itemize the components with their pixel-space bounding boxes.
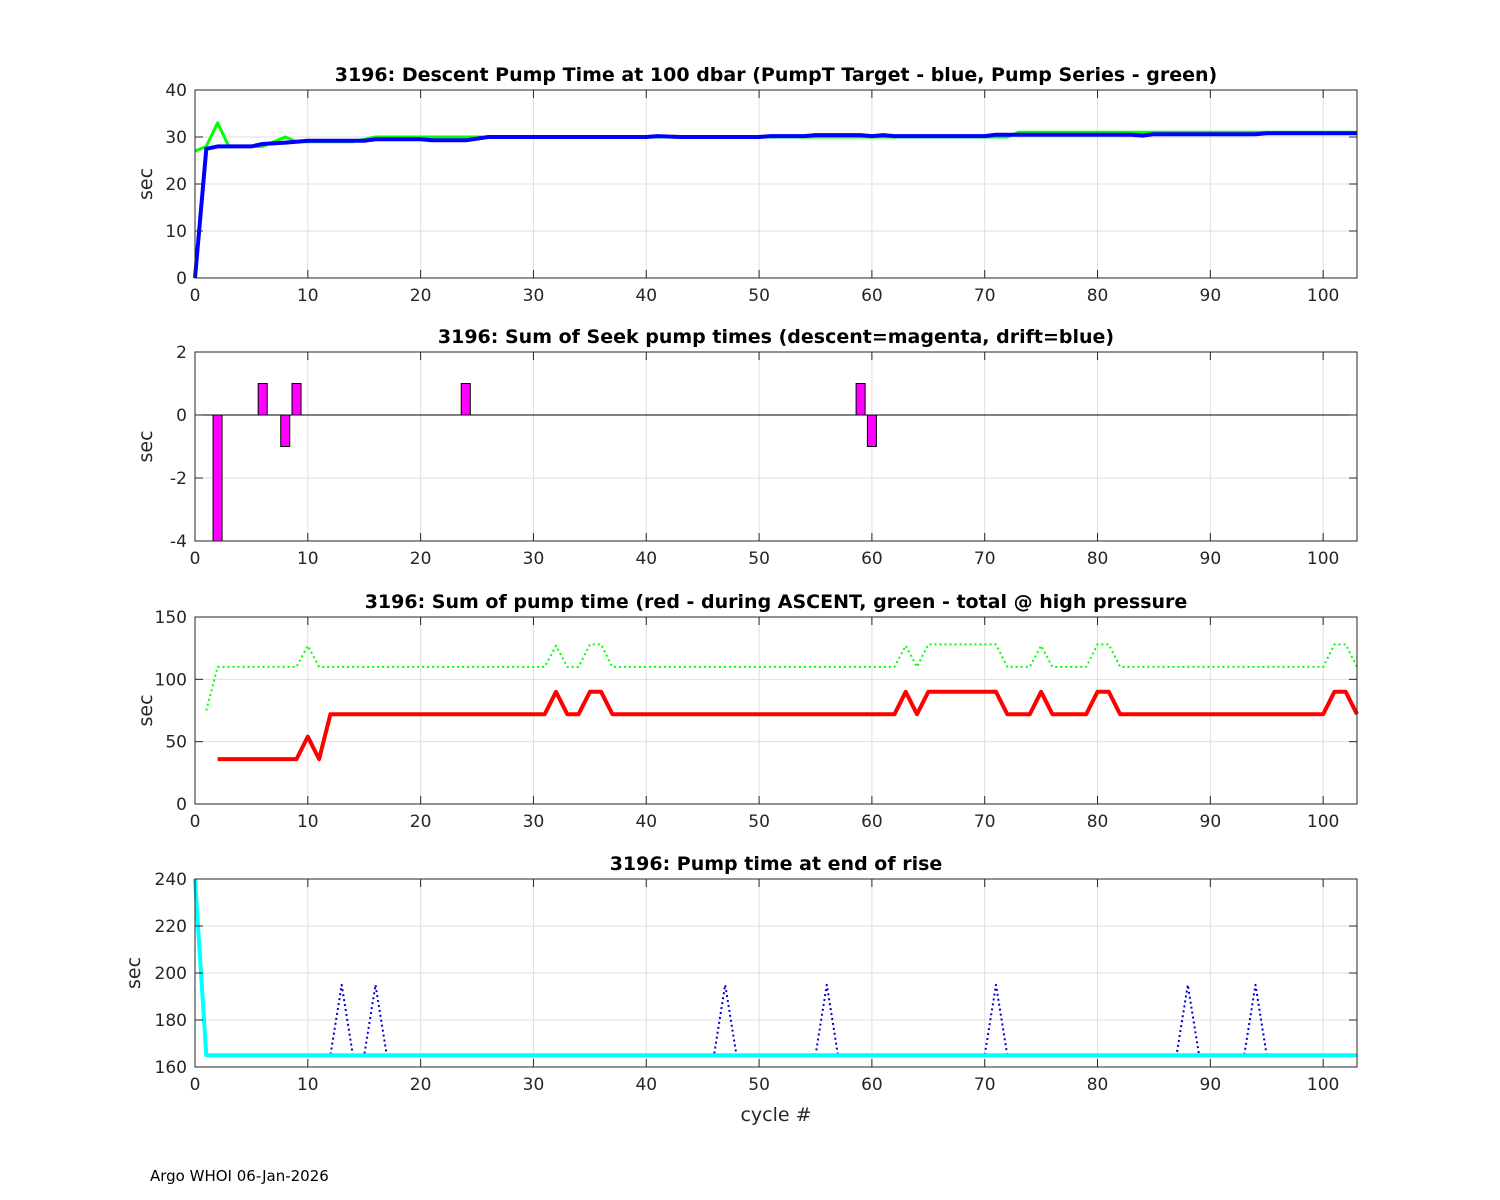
bar-descent [460, 383, 471, 416]
x-tick-label: 40 [635, 549, 657, 569]
subplot-1: 0 10 20 30 40 50 60 70 80 90 100 0 10 20 30 40 3196: Des… [135, 64, 1358, 306]
y-axis-label: sec [135, 168, 157, 200]
x-tick-label: 80 [1087, 812, 1109, 832]
y-tick-label: 50 [165, 733, 187, 753]
x-tick-label: 70 [974, 549, 996, 569]
subplot-title: 3196: Sum of pump time (red - during ASC… [365, 591, 1188, 613]
bar-descent [280, 414, 291, 447]
bar-descent [855, 383, 866, 416]
x-tick-label: 100 [1307, 1075, 1339, 1095]
y-tick-label: 240 [155, 870, 187, 890]
series-line-during-ascent [217, 689, 1359, 762]
x-tick-label: 70 [974, 286, 996, 306]
x-tick-label: 20 [410, 1075, 432, 1095]
bar-descent [212, 414, 223, 542]
x-tick-label: 80 [1087, 549, 1109, 569]
series-line-pumpt-target [193, 131, 1357, 279]
y-tick-label: 220 [155, 917, 187, 937]
x-tick-label: 60 [861, 549, 883, 569]
x-tick-label: 50 [748, 812, 770, 832]
x-tick-label: 90 [1200, 1075, 1222, 1095]
x-tick-label: 40 [635, 286, 657, 306]
x-tick-label: 100 [1307, 286, 1339, 306]
y-tick-label: -2 [170, 469, 187, 489]
x-tick-label: 100 [1307, 812, 1339, 832]
y-tick-label: 30 [165, 128, 187, 148]
x-tick-label: 0 [190, 286, 201, 306]
x-tick-label: 20 [410, 549, 432, 569]
x-tick-label: 40 [635, 812, 657, 832]
x-tick-label: 80 [1087, 1075, 1109, 1095]
y-tick-label: -4 [170, 532, 187, 552]
y-tick-label: 0 [176, 406, 187, 426]
plot-area [195, 617, 1357, 804]
plot-area [195, 352, 1357, 541]
series-line-total-high-pressure [205, 643, 1358, 711]
x-tick-label: 60 [861, 286, 883, 306]
subplot-title: 3196: Pump time at end of rise [610, 853, 943, 875]
x-tick-label: 10 [297, 549, 319, 569]
y-axis-label: sec [135, 430, 157, 462]
x-tick-label: 70 [974, 812, 996, 832]
y-tick-label: 160 [155, 1058, 187, 1078]
y-tick-label: 20 [165, 175, 187, 195]
axes-frame [194, 351, 1358, 542]
x-tick-label: 80 [1087, 286, 1109, 306]
y-tick-label: 0 [176, 795, 187, 815]
x-tick-label: 50 [748, 1075, 770, 1095]
x-axis-label: cycle # [740, 1104, 811, 1126]
x-tick-label: 40 [635, 1075, 657, 1095]
x-tick-label: 0 [190, 1075, 201, 1095]
x-tick-label: 10 [297, 812, 319, 832]
footer-credit: Argo WHOI 06-Jan-2026 [150, 1167, 329, 1185]
x-tick-label: 30 [523, 549, 545, 569]
x-tick-label: 30 [523, 1075, 545, 1095]
subplot-3: 0 10 20 30 40 50 60 70 80 90 100 0 50 100 150 3196: Sum… [135, 591, 1359, 832]
subplot-title: 3196: Sum of Seek pump times (descent=ma… [438, 326, 1114, 348]
x-tick-label: 100 [1307, 549, 1339, 569]
x-tick-label: 90 [1200, 812, 1222, 832]
x-tick-label: 90 [1200, 286, 1222, 306]
x-tick-label: 20 [410, 286, 432, 306]
x-tick-label: 70 [974, 1075, 996, 1095]
x-tick-label: 20 [410, 812, 432, 832]
x-tick-label: 0 [190, 549, 201, 569]
x-tick-label: 60 [861, 1075, 883, 1095]
y-tick-label: 100 [155, 670, 187, 690]
y-axis-label: sec [135, 694, 157, 726]
y-tick-label: 2 [176, 343, 187, 363]
y-tick-label: 10 [165, 222, 187, 242]
series-line-end-of-rise [193, 878, 1357, 1058]
x-tick-label: 30 [523, 812, 545, 832]
y-tick-label: 40 [165, 81, 187, 101]
x-tick-label: 90 [1200, 549, 1222, 569]
bar-descent [866, 414, 877, 447]
series-line-secondary [206, 983, 1357, 1057]
x-tick-label: 10 [297, 286, 319, 306]
x-tick-label: 50 [748, 286, 770, 306]
y-tick-label: 150 [155, 608, 187, 628]
x-tick-label: 0 [190, 812, 201, 832]
bar-descent [257, 383, 268, 416]
x-tick-label: 50 [748, 549, 770, 569]
subplot-title: 3196: Descent Pump Time at 100 dbar (Pum… [335, 64, 1218, 86]
axes-frame [194, 616, 1358, 805]
subplot-4: 0 10 20 30 40 50 60 70 80 90 100 160 180 200 220 240 319… [123, 853, 1358, 1126]
y-axis-label: sec [123, 957, 145, 989]
bar-descent [291, 383, 302, 416]
y-tick-label: 200 [155, 964, 187, 984]
y-tick-label: 180 [155, 1011, 187, 1031]
x-tick-label: 60 [861, 812, 883, 832]
subplot-2: 0 10 20 30 40 50 60 70 80 90 100 -4 -2 0 2 3196: Sum of… [135, 326, 1358, 569]
y-tick-label: 0 [176, 269, 187, 289]
x-tick-label: 30 [523, 286, 545, 306]
x-tick-label: 10 [297, 1075, 319, 1095]
